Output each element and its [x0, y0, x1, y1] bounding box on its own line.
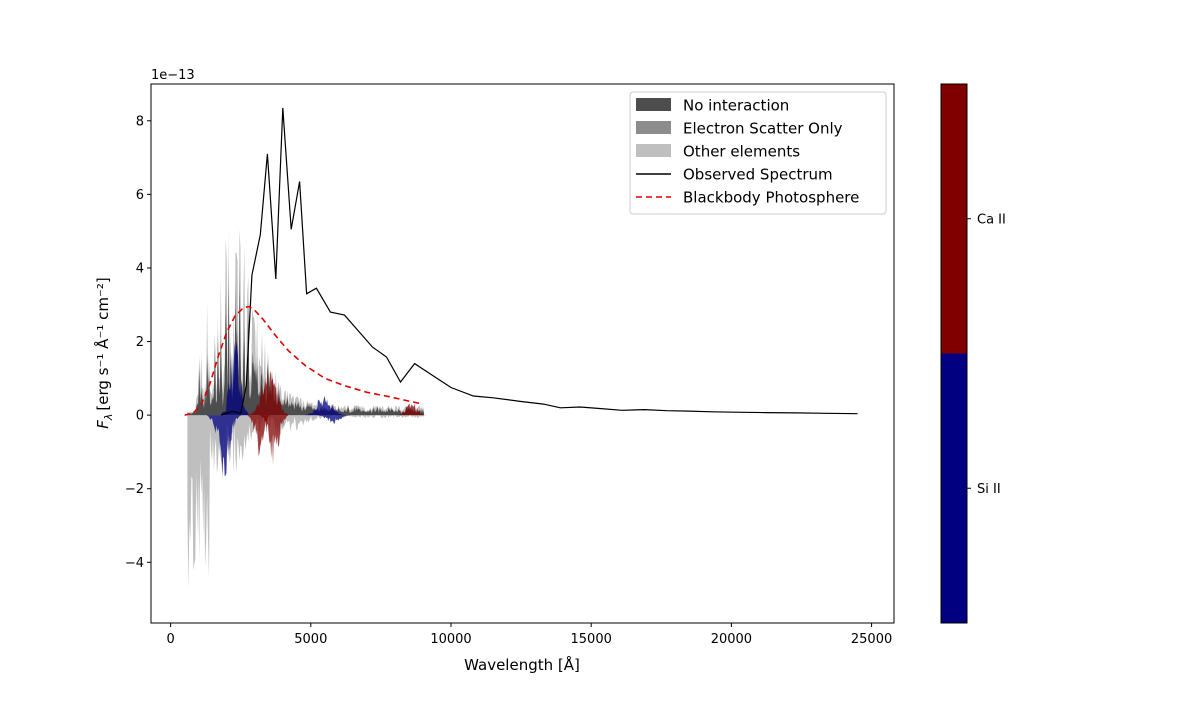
x-tick-label: 10000	[430, 632, 471, 647]
element-contribution-area	[247, 415, 270, 457]
legend-label: No interaction	[683, 97, 789, 115]
y-axis-label: Fλ [erg s⁻¹ Å⁻¹ cm⁻²]	[93, 277, 115, 429]
legend: No interaction Electron Scatter Only Other…	[629, 91, 887, 215]
axes: 0 5000 10000 15000 20000 25000 −4 −2 0 2 4 6 8	[125, 114, 892, 647]
legend-label: Blackbody Photosphere	[683, 189, 859, 207]
y-axis-label-sub: λ	[102, 414, 115, 422]
x-axis-label: Wavelength [Å]	[464, 655, 580, 674]
x-tick-label: 0	[166, 632, 174, 647]
observed-spectrum-line	[220, 107, 858, 416]
y-tick-label: −4	[125, 556, 144, 571]
y-axis-label-main: F	[94, 420, 112, 429]
colorbar-label: Ca II	[977, 212, 1006, 227]
element-contribution-area	[260, 415, 289, 466]
y-tick-label: 4	[136, 261, 144, 276]
element-contribution-area	[305, 395, 344, 416]
element-contribution-area	[207, 415, 241, 477]
x-tick-label: 20000	[711, 632, 752, 647]
y-tick-label: 6	[136, 188, 144, 203]
plot-area	[184, 107, 858, 589]
series-lines	[184, 107, 858, 416]
y-tick-label: 2	[136, 335, 144, 350]
other-elements-area	[187, 229, 424, 416]
legend-swatch	[636, 98, 671, 111]
element-contribution-area	[397, 403, 426, 416]
legend-swatch	[636, 144, 671, 157]
y-tick-label: −2	[125, 482, 144, 497]
legend-label: Other elements	[683, 143, 800, 161]
absorption-area	[187, 415, 424, 589]
legend-label: Observed Spectrum	[683, 166, 833, 184]
colorbar: Si II Ca II	[940, 83, 1006, 624]
x-tick-label: 25000	[851, 632, 892, 647]
colorbar-frame	[940, 83, 968, 624]
x-tick-label: 5000	[294, 632, 327, 647]
colorbar-segment	[941, 353, 967, 623]
x-tick-label: 15000	[571, 632, 612, 647]
plot-frame	[150, 83, 895, 624]
y-tick-label: 0	[136, 409, 144, 424]
colorbar-label: Si II	[977, 482, 1001, 497]
legend-swatch	[636, 121, 671, 134]
element-contribution-area	[249, 361, 288, 416]
element-contribution-area	[221, 342, 249, 416]
y-offset-text: 1e−13	[151, 68, 195, 83]
legend-label: Electron Scatter Only	[683, 120, 843, 138]
legend-frame	[629, 91, 887, 215]
y-axis-label-units: [erg s⁻¹ Å⁻¹ cm⁻²]	[93, 277, 112, 410]
element-contribution-area	[316, 415, 351, 425]
colorbar-segment	[941, 84, 967, 354]
y-tick-label: 8	[136, 114, 144, 129]
